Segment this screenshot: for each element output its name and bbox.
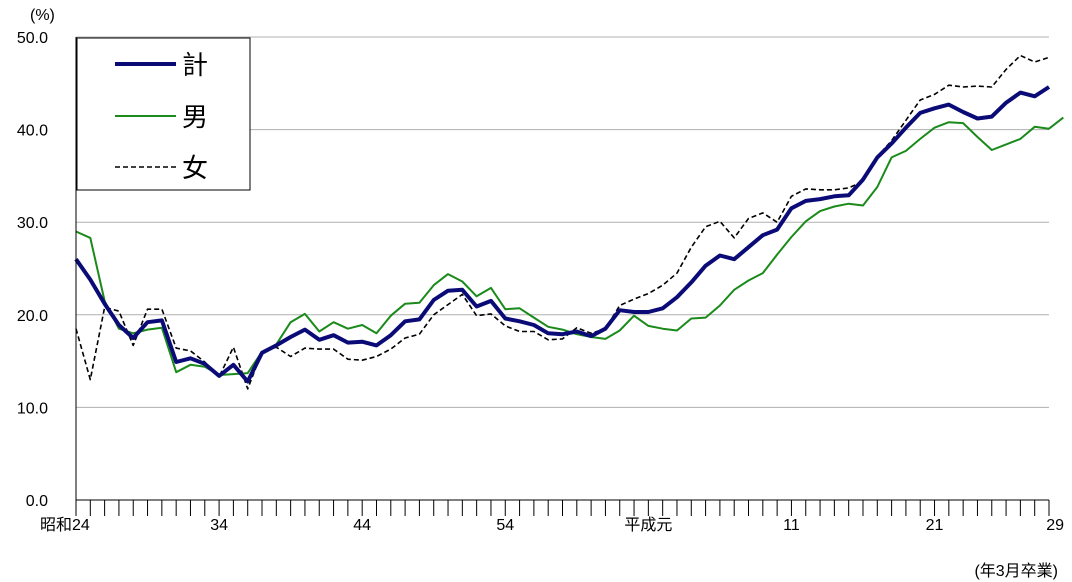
legend-label-0: 計 <box>182 51 208 81</box>
y-axis-ticks: 0.0 10.0 20.0 30.0 40.0 50.0 <box>17 30 48 510</box>
y-tick-label: 10.0 <box>17 400 48 417</box>
x-axis-unit-label: (年3月卒業) <box>974 562 1058 580</box>
legend-label-1: 男 <box>182 103 208 133</box>
x-tick-label: 平成元 <box>624 516 672 534</box>
x-tick-label: 54 <box>496 517 514 534</box>
axes <box>75 37 1049 501</box>
x-tick-label: 44 <box>353 517 371 534</box>
x-tick-label: 29 <box>1046 517 1064 534</box>
series-line-0 <box>74 85 1051 384</box>
x-tick-label: 11 <box>783 517 800 534</box>
y-tick-label: 40.0 <box>17 123 48 140</box>
series-lines <box>74 54 1064 390</box>
y-tick-label: 20.0 <box>17 308 48 325</box>
x-tick-label: 34 <box>210 517 228 534</box>
legend-label-2: 女 <box>182 154 208 184</box>
y-axis-unit-label: (%) <box>30 7 55 24</box>
y-tick-label: 0.0 <box>26 493 48 510</box>
y-tick-label: 30.0 <box>17 215 48 232</box>
legend: 計男女 <box>76 37 251 191</box>
x-tick-label: 昭和24 <box>40 516 90 534</box>
x-tick-label: 21 <box>926 517 944 534</box>
y-tick-label: 50.0 <box>17 30 48 47</box>
x-axis-ticks: 昭和24 34 44 54 平成元 11 21 29 <box>40 500 1064 534</box>
